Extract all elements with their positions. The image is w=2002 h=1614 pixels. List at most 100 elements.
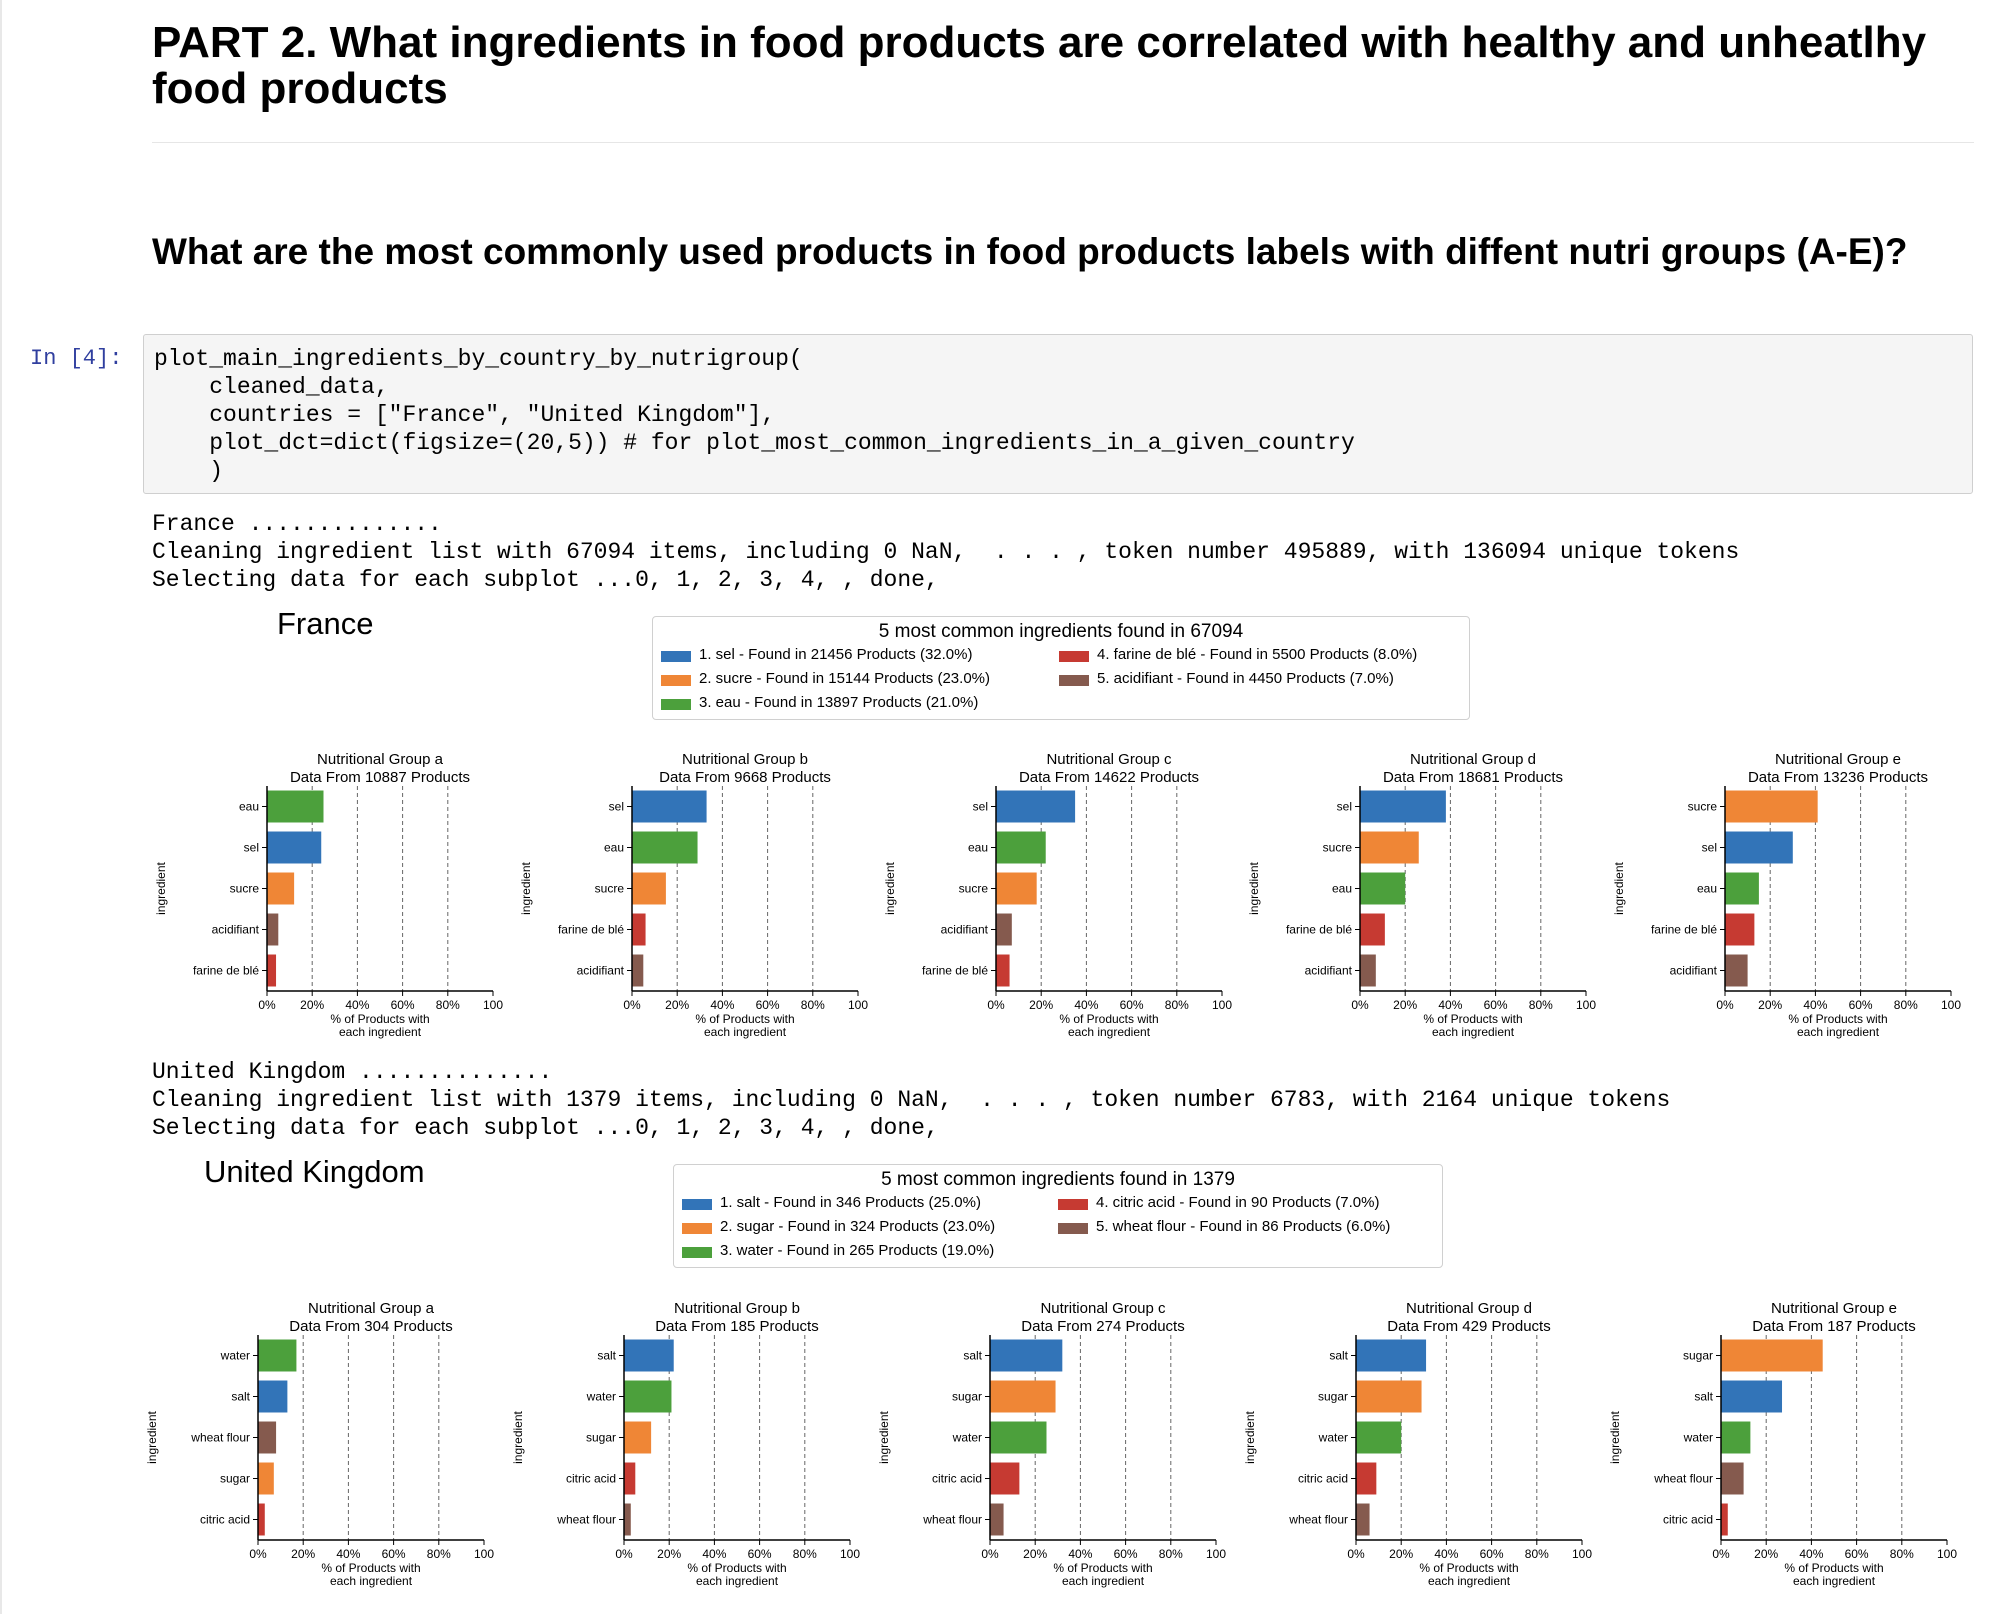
ytick-label: sucre [959, 882, 989, 896]
ytick-label: wheat flour [1653, 1472, 1713, 1486]
x-axis-label: each ingredient [1062, 1574, 1145, 1588]
bar-sel [996, 790, 1076, 823]
bar-citric-acid [1721, 1503, 1728, 1536]
subplot-subtitle: Data From 274 Products [1021, 1318, 1184, 1335]
figure-title-uk: United Kingdom [204, 1154, 425, 1189]
ytick-label: citric acid [566, 1472, 616, 1486]
xtick-label: 100 [1937, 1547, 1957, 1561]
bar-farine-de-blé [1725, 913, 1755, 946]
xtick-label: 0% [1712, 1547, 1730, 1561]
bar-acidifiant [1360, 954, 1376, 987]
bar-eau [1725, 872, 1759, 905]
y-axis-label: ingredient [877, 1410, 891, 1463]
xtick-label: 20% [1389, 1547, 1413, 1561]
ytick-label: salt [1329, 1349, 1348, 1363]
code-line-1: plot_main_ingredients_by_country_by_nutr… [154, 346, 803, 372]
xtick-label: 60% [382, 1547, 406, 1561]
xtick-label: 80% [1894, 998, 1918, 1012]
xtick-label: 60% [1484, 998, 1508, 1012]
ytick-label: wheat flour [190, 1431, 250, 1445]
ytick-label: acidifiant [212, 923, 260, 937]
legend-swatch-2 [682, 1223, 712, 1234]
legend-swatch-5 [1058, 1223, 1088, 1234]
xtick-label: 100 [1941, 998, 1961, 1012]
code-line-2: cleaned_data, [154, 374, 389, 400]
output-selecting-line: Selecting data for each subplot ...0, 1,… [152, 1115, 939, 1141]
bar-water [1356, 1421, 1402, 1454]
bar-sel [267, 831, 322, 864]
ytick-label: sucre [595, 882, 625, 896]
ytick-label: sugar [220, 1472, 250, 1486]
notebook-left-border [0, 0, 2, 1614]
bar-sel [632, 790, 707, 823]
ytick-label: sugar [1683, 1349, 1713, 1363]
output-text-france: France .............. Cleaning ingredien… [152, 510, 1739, 594]
ytick-label: sugar [586, 1431, 616, 1445]
x-axis-label: % of Products with [1053, 1561, 1152, 1575]
x-axis-label: each ingredient [1797, 1025, 1880, 1039]
x-axis-label: each ingredient [1793, 1574, 1876, 1588]
ytick-label: salt [231, 1390, 250, 1404]
section-heading: What are the most commonly used products… [152, 231, 1908, 272]
legend-swatch-3 [682, 1247, 712, 1258]
bar-wheat-flour [258, 1421, 277, 1454]
code-cell[interactable]: plot_main_ingredients_by_country_by_nutr… [143, 334, 1973, 494]
input-prompt: In [4]: [30, 346, 123, 371]
bar-citric-acid [1356, 1462, 1377, 1495]
ytick-label: citric acid [1663, 1513, 1713, 1527]
subplot-title: Nutritional Group d [1406, 1300, 1532, 1317]
ytick-label: citric acid [200, 1513, 250, 1527]
legend-title: 5 most common ingredients found in 1379 [881, 1169, 1235, 1190]
xtick-label: 100 [1576, 998, 1596, 1012]
xtick-label: 40% [1074, 998, 1098, 1012]
legend-item-2: 2. sugar - Found in 324 Products (23.0%) [720, 1218, 996, 1235]
subplot-title: Nutritional Group a [317, 751, 444, 768]
legend-swatch-4 [1058, 1199, 1088, 1210]
x-axis-label: each ingredient [1428, 1574, 1511, 1588]
ytick-label: salt [597, 1349, 616, 1363]
ytick-label: sugar [952, 1390, 982, 1404]
x-axis-label: % of Products with [1059, 1012, 1158, 1026]
ytick-label: eau [968, 841, 988, 855]
output-cleaning-line: Cleaning ingredient list with 67094 item… [152, 539, 1740, 565]
bar-sugar [258, 1462, 274, 1495]
bar-sucre [632, 872, 666, 905]
bar-sucre [996, 872, 1037, 905]
subplot-subtitle: Data From 13236 Products [1748, 769, 1928, 786]
ytick-label: acidifiant [941, 923, 989, 937]
xtick-label: 0% [1716, 998, 1734, 1012]
ytick-label: sugar [1318, 1390, 1348, 1404]
x-axis-label: each ingredient [696, 1574, 779, 1588]
x-axis-label: % of Products with [1784, 1561, 1883, 1575]
xtick-label: 100 [848, 998, 868, 1012]
ytick-label: eau [604, 841, 624, 855]
code-editor[interactable]: plot_main_ingredients_by_country_by_nutr… [154, 345, 1355, 485]
legend-swatch-5 [1059, 675, 1089, 686]
ytick-label: water [1318, 1431, 1348, 1445]
figure-title-france: France [277, 606, 374, 641]
subplot-subtitle: Data From 14622 Products [1019, 769, 1199, 786]
bar-farine-de-blé [996, 954, 1010, 987]
legend-france: 5 most common ingredients found in 67094… [652, 616, 1470, 720]
xtick-label: 80% [427, 1547, 451, 1561]
xtick-label: 40% [1068, 1547, 1092, 1561]
ytick-label: water [1683, 1431, 1713, 1445]
legend-swatch-2 [661, 675, 691, 686]
xtick-label: 0% [258, 998, 276, 1012]
x-axis-label: each ingredient [1432, 1025, 1515, 1039]
legend-swatch-4 [1059, 651, 1089, 662]
bar-wheat-flour [1721, 1462, 1744, 1495]
ytick-label: wheat flour [1288, 1513, 1348, 1527]
bar-salt [1721, 1380, 1783, 1413]
xtick-label: 100 [474, 1547, 494, 1561]
y-axis-label: ingredient [145, 1410, 159, 1463]
bar-sugar [990, 1380, 1056, 1413]
ytick-label: wheat flour [922, 1513, 982, 1527]
xtick-label: 20% [1023, 1547, 1047, 1561]
ytick-label: eau [1332, 882, 1352, 896]
subplot-subtitle: Data From 187 Products [1752, 1318, 1915, 1335]
